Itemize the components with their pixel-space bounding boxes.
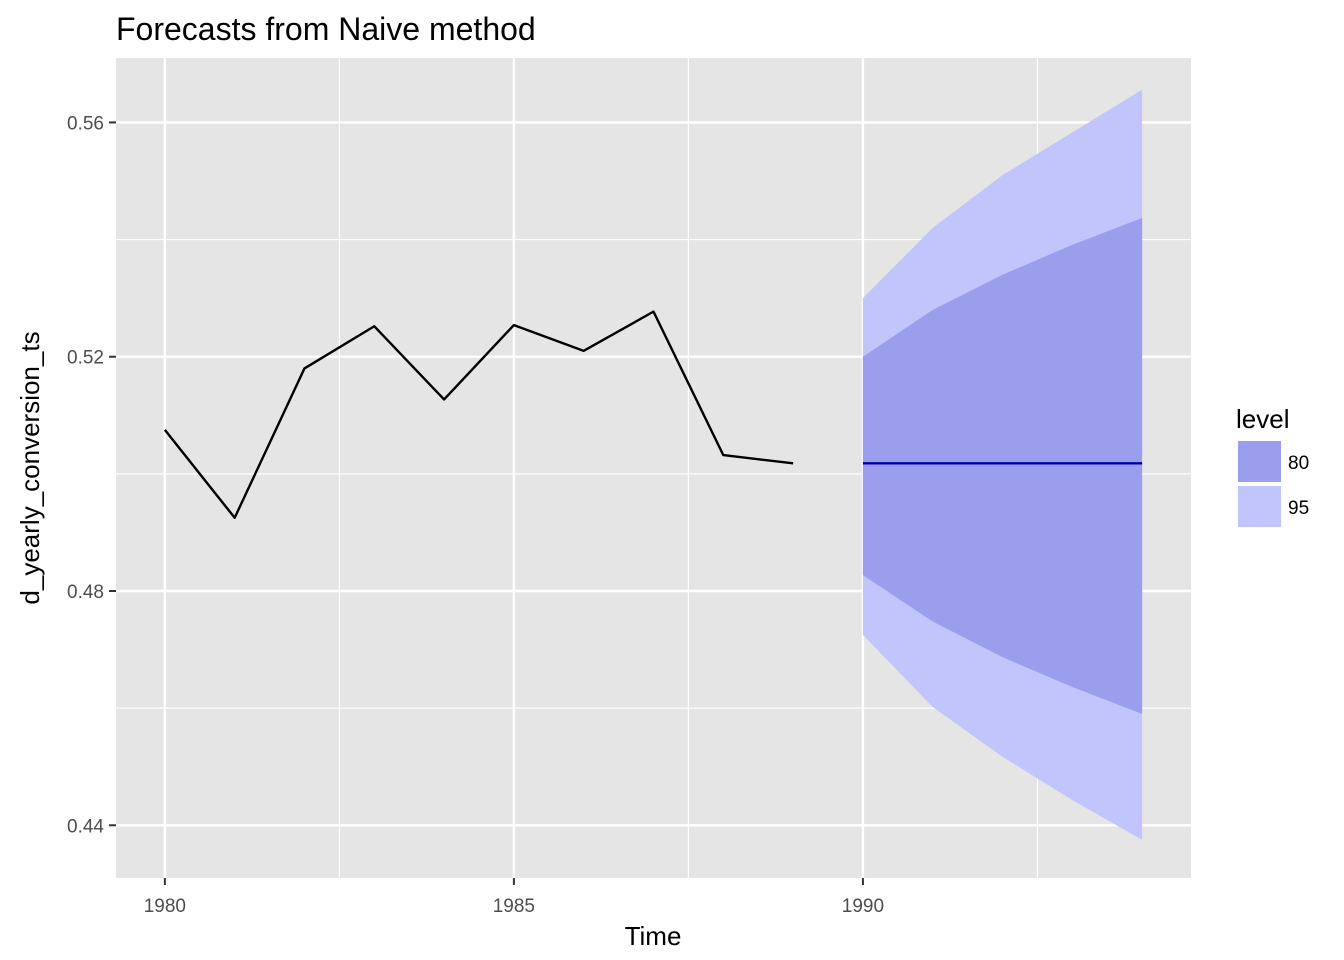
axes: 1980 1985 1990 0.44 0.48 0.52 0.56 xyxy=(67,113,884,917)
y-tick-label-3: 0.56 xyxy=(67,113,104,134)
x-tick-label-1: 1985 xyxy=(493,896,535,917)
chart-title: Forecasts from Naive method xyxy=(116,11,536,47)
y-tick-label-1: 0.48 xyxy=(67,582,104,603)
x-axis-title: Time xyxy=(625,921,682,951)
legend-key-95 xyxy=(1238,486,1281,527)
history-line xyxy=(163,310,794,519)
x-tick-label-2: 1990 xyxy=(842,896,884,917)
x-tick-label-0: 1980 xyxy=(144,896,186,917)
legend: level 80 95 xyxy=(1236,404,1309,527)
y-tick-label-0: 0.44 xyxy=(67,816,104,837)
y-axis-title: d_yearly_conversion_ts xyxy=(15,331,45,604)
band-80 xyxy=(862,217,1143,714)
legend-label-95: 95 xyxy=(1288,498,1309,519)
legend-title: level xyxy=(1236,404,1289,434)
prediction-intervals xyxy=(862,89,1143,840)
series-lines xyxy=(163,310,1143,519)
legend-label-80: 80 xyxy=(1288,453,1309,474)
legend-key-80 xyxy=(1238,441,1281,482)
y-tick-label-2: 0.52 xyxy=(67,348,104,369)
